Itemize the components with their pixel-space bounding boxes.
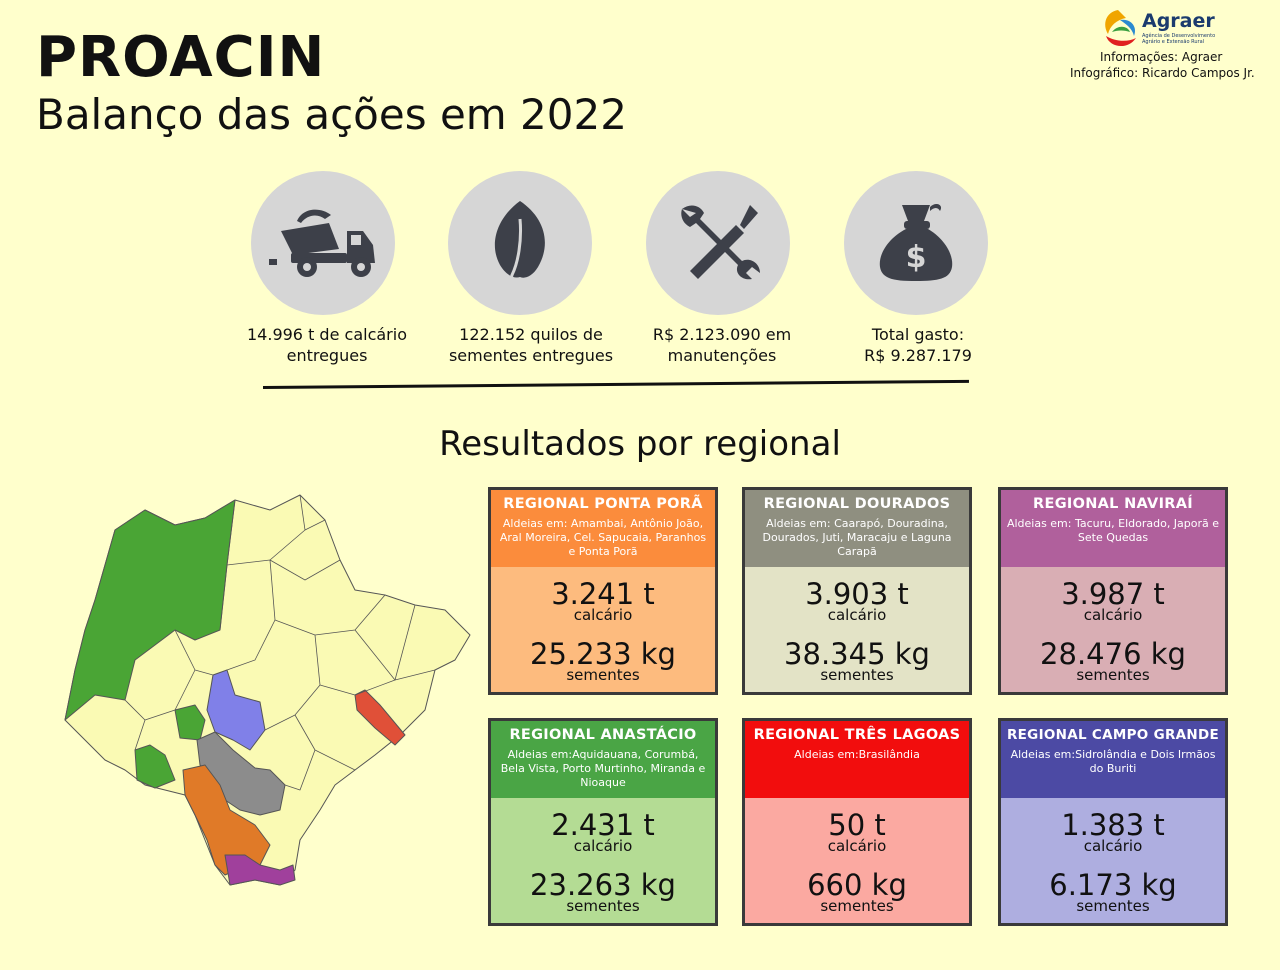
section-divider — [262, 379, 969, 389]
card-villages: Aldeias em: Tacuru, Eldorado, Japorã e S… — [1006, 517, 1220, 544]
limestone-unit: calcário — [827, 606, 887, 624]
regional-card-navirai: REGIONAL NAVIRAÍ Aldeias em: Tacuru, Eld… — [998, 487, 1228, 695]
regional-card-tres-lagoas: REGIONAL TRÊS LAGOAS Aldeias em:Brasilân… — [742, 718, 972, 926]
stat-line: 122.152 quilos de — [459, 325, 603, 344]
limestone-unit: calcário — [573, 837, 633, 855]
page-subtitle: Balanço das ações em 2022 — [36, 90, 627, 139]
stat-line: manutenções — [667, 346, 777, 365]
card-title: REGIONAL TRÊS LAGOAS — [753, 727, 961, 743]
seeds-unit: sementes — [566, 666, 640, 684]
credits-info: Informações: Agraer — [1100, 50, 1223, 64]
stat-line: R$ 9.287.179 — [864, 346, 972, 365]
card-body: 2.431 t calcário 23.263 kg sementes — [491, 798, 715, 923]
agraer-logo — [1105, 10, 1136, 47]
logo-tagline: Agência de Desenvolvimento Agrário e Ext… — [1142, 33, 1216, 45]
card-villages: Aldeias em:Aquidauana, Corumbá, Bela Vis… — [500, 748, 706, 789]
stat-line: 14.996 t de calcário — [247, 325, 407, 344]
seeds-unit: sementes — [566, 897, 640, 915]
card-body: 3.241 t calcário 25.233 kg sementes — [491, 567, 715, 692]
stat-line: entregues — [286, 346, 368, 365]
limestone-unit: calcário — [573, 606, 633, 624]
card-title: REGIONAL CAMPO GRANDE — [1006, 727, 1220, 743]
seeds-value: 6.173 kg — [1049, 868, 1177, 902]
map-region-anastacio — [64, 499, 236, 721]
seeds-unit: sementes — [820, 897, 894, 915]
limestone-value: 50 t — [828, 808, 886, 842]
card-header: REGIONAL CAMPO GRANDE Aldeias em:Sidrolâ… — [1001, 721, 1225, 798]
stat-line: R$ 2.123.090 em — [652, 325, 792, 344]
map-region-navirai — [224, 854, 296, 886]
regional-card-ponta-pora: REGIONAL PONTA PORÃ Aldeias em: Amambai,… — [488, 487, 718, 695]
card-villages: Aldeias em:Brasilândia — [794, 748, 920, 761]
card-title: REGIONAL ANASTÁCIO — [509, 727, 697, 743]
credits-infographic: Infográfico: Ricardo Campos Jr. — [1070, 66, 1255, 80]
limestone-unit: calcário — [1083, 837, 1143, 855]
card-body: 50 t calcário 660 kg sementes — [745, 798, 969, 923]
stat-maintenance: R$ 2.123.090 em manutenções — [622, 324, 822, 366]
card-header: REGIONAL DOURADOS Aldeias em: Caarapó, D… — [745, 490, 969, 567]
map-region-anastacio-mid — [174, 704, 206, 741]
seeds-value: 660 kg — [807, 868, 907, 902]
results-heading: Resultados por regional — [439, 424, 841, 464]
stat-circle-limestone — [251, 171, 395, 315]
limestone-value: 1.383 t — [1061, 808, 1165, 842]
regional-card-campo-grande: REGIONAL CAMPO GRANDE Aldeias em:Sidrolâ… — [998, 718, 1228, 926]
card-villages: Aldeias em: Amambai, Antônio João, Aral … — [499, 517, 707, 558]
regional-card-dourados: REGIONAL DOURADOS Aldeias em: Caarapó, D… — [742, 487, 972, 695]
card-body: 3.987 t calcário 28.476 kg sementes — [1001, 567, 1225, 692]
card-header: REGIONAL ANASTÁCIO Aldeias em:Aquidauana… — [491, 721, 715, 798]
page-title: PROACIN — [36, 25, 326, 90]
seeds-value: 38.345 kg — [784, 637, 930, 671]
stat-limestone: 14.996 t de calcário entregues — [227, 324, 427, 366]
limestone-unit: calcário — [827, 837, 887, 855]
regional-card-anastacio: REGIONAL ANASTÁCIO Aldeias em:Aquidauana… — [488, 718, 718, 926]
stat-circle-seeds — [448, 171, 592, 315]
seeds-value: 25.233 kg — [530, 637, 676, 671]
tools-icon — [681, 205, 760, 280]
card-header: REGIONAL TRÊS LAGOAS Aldeias em:Brasilân… — [745, 721, 969, 798]
seeds-unit: sementes — [1076, 666, 1150, 684]
card-title: REGIONAL PONTA PORÃ — [503, 496, 703, 512]
money-bag-icon: $ — [879, 204, 953, 281]
limestone-value: 2.431 t — [551, 808, 655, 842]
card-title: REGIONAL NAVIRAÍ — [1033, 496, 1193, 512]
card-header: REGIONAL PONTA PORÃ Aldeias em: Amambai,… — [491, 490, 715, 567]
limestone-unit: calcário — [1083, 606, 1143, 624]
seeds-value: 23.263 kg — [530, 868, 676, 902]
stat-circle-total: $ — [844, 171, 988, 315]
limestone-value: 3.987 t — [1061, 577, 1165, 611]
seeds-unit: sementes — [1076, 897, 1150, 915]
card-villages: Aldeias em:Sidrolândia e Dois Irmãos do … — [1010, 748, 1216, 775]
card-title: REGIONAL DOURADOS — [763, 496, 951, 512]
leaf-icon — [494, 201, 545, 289]
stat-line: sementes entregues — [448, 346, 614, 365]
stat-seeds: 122.152 quilos de sementes entregues — [431, 324, 631, 366]
limestone-value: 3.903 t — [805, 577, 909, 611]
stat-circle-maintenance — [646, 171, 790, 315]
card-villages: Aldeias em: Caarapó, Douradina, Dourados… — [762, 517, 952, 558]
regional-map — [64, 494, 471, 886]
seeds-unit: sementes — [820, 666, 894, 684]
card-body: 1.383 t calcário 6.173 kg sementes — [1001, 798, 1225, 923]
logo-name: Agraer — [1142, 10, 1215, 32]
map-region-tres-lagoas — [354, 689, 406, 746]
seeds-value: 28.476 kg — [1040, 637, 1186, 671]
limestone-value: 3.241 t — [551, 577, 655, 611]
stat-line: Total gasto: — [871, 325, 965, 344]
map-region-anastacio-south — [134, 744, 176, 789]
stat-total: Total gasto: R$ 9.287.179 — [818, 324, 1018, 366]
truck-icon — [269, 209, 375, 277]
card-header: REGIONAL NAVIRAÍ Aldeias em: Tacuru, Eld… — [1001, 490, 1225, 567]
svg-text:$: $ — [906, 240, 927, 275]
map-region-campo-grande — [206, 669, 266, 751]
card-body: 3.903 t calcário 38.345 kg sementes — [745, 567, 969, 692]
